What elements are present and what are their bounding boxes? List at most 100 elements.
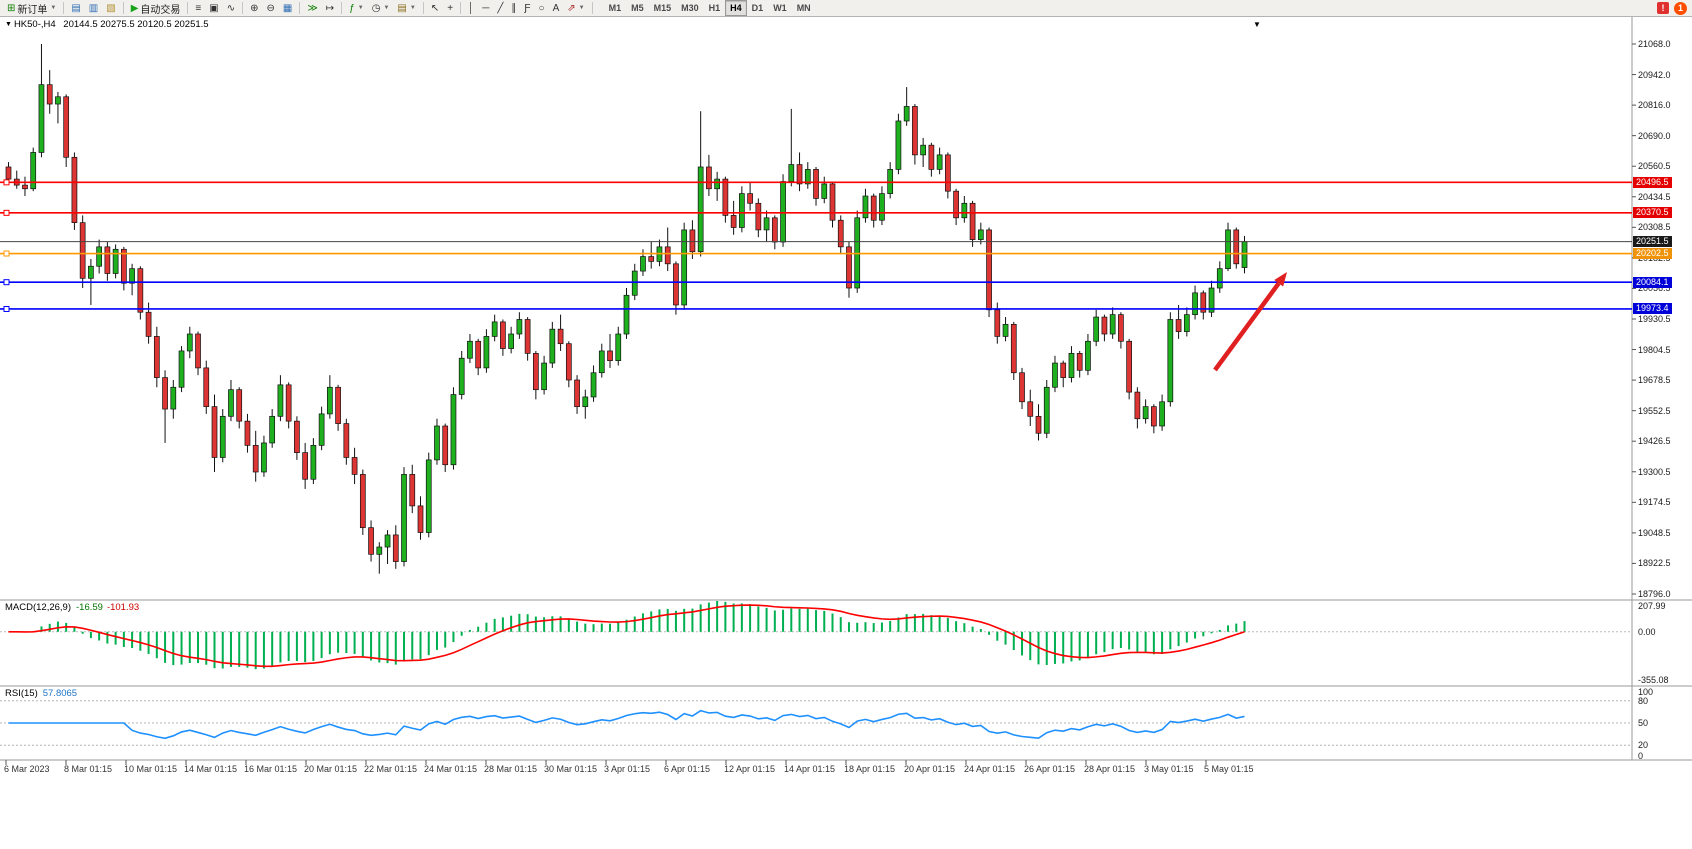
- chart-area[interactable]: ▼ HK50-,H4 20144.5 20275.5 20120.5 20251.…: [0, 17, 1692, 849]
- crosshair-button[interactable]: +: [443, 0, 457, 17]
- macd-signal-line: [8, 604, 1245, 668]
- bar-chart-icon: ≡: [195, 2, 202, 14]
- timeframe-w1[interactable]: W1: [773, 3, 787, 13]
- tile-windows-icon: ▦: [282, 2, 293, 14]
- price-tag: 20496.5: [1633, 176, 1672, 188]
- trend-arrow-head[interactable]: [1274, 272, 1287, 287]
- price-axis-label: 20942.0: [1638, 69, 1671, 80]
- time-axis-label: 24 Apr 01:15: [964, 764, 1016, 774]
- chevron-down-icon: ▼: [383, 5, 390, 11]
- bar-chart-button[interactable]: ≡: [191, 0, 205, 17]
- toolbar-separator: [242, 2, 244, 14]
- price-axis-label: 19552.5: [1638, 405, 1671, 416]
- tile-windows-button[interactable]: ▦: [279, 0, 296, 17]
- timeframe-m1[interactable]: M1: [608, 3, 622, 13]
- price-tag: 20202.5: [1633, 248, 1672, 260]
- fibonacci-button[interactable]: Ƒ: [520, 0, 534, 17]
- trend-arrow[interactable]: [1213, 281, 1281, 372]
- macd-label: MACD(12,26,9) -16.59 -101.93: [5, 603, 139, 613]
- rsi-label: RSI(15) 57.8065: [5, 689, 77, 699]
- periods-button[interactable]: ◷ ▼: [368, 0, 394, 17]
- resistance-line-2-handle[interactable]: [3, 209, 10, 216]
- vertical-line-button[interactable]: │: [464, 0, 478, 17]
- time-axis-label: 18 Apr 01:15: [844, 764, 896, 774]
- toolbar-separator: [63, 2, 65, 14]
- support-line-2-handle[interactable]: [3, 305, 10, 312]
- macd-signal-value: -101.93: [106, 602, 140, 613]
- clock-icon: ◷: [371, 2, 381, 14]
- time-axis-label: 8 Mar 01:15: [64, 764, 113, 774]
- resistance-line-1-handle[interactable]: [3, 179, 10, 186]
- trendline-button[interactable]: ╱: [493, 0, 507, 17]
- timeframe-m5[interactable]: M5: [631, 3, 644, 13]
- zoom-in-button[interactable]: ⊕: [246, 0, 262, 17]
- price-axis-label: 19804.5: [1638, 344, 1671, 355]
- data-window-button[interactable]: ▥: [85, 0, 102, 17]
- macd-axis-label: -355.08: [1638, 675, 1669, 685]
- notification-icon[interactable]: !: [1657, 2, 1669, 14]
- cursor-button[interactable]: ↖: [427, 0, 443, 17]
- timeframe-h1[interactable]: H1: [708, 3, 721, 13]
- macd-value: -16.59: [76, 602, 103, 613]
- time-axis-label: 6 Apr 01:15: [664, 764, 711, 774]
- price-axis-label: 19930.5: [1638, 313, 1671, 324]
- ohlc-values: 20144.5 20275.5 20120.5 20251.5: [63, 19, 209, 30]
- templates-icon: ▤: [397, 2, 407, 14]
- timeframe-h4[interactable]: H4: [725, 0, 747, 16]
- horizontal-line-icon: ─: [482, 2, 490, 14]
- navigator-button[interactable]: ▧: [102, 0, 119, 17]
- price-axis-label: 20560.5: [1638, 161, 1671, 172]
- text-button[interactable]: A: [549, 0, 564, 17]
- auto-scroll-button[interactable]: ≫: [303, 0, 321, 17]
- cursor-icon: ↖: [430, 2, 440, 14]
- candlestick-series: [5, 44, 1248, 574]
- symbol-label: ▼ HK50-,H4 20144.5 20275.5 20120.5 20251.…: [5, 20, 209, 30]
- toolbar-separator: [299, 2, 301, 14]
- indicators-button[interactable]: ƒ ▼: [345, 0, 368, 17]
- line-chart-button[interactable]: ∿: [223, 0, 239, 17]
- time-axis-label: 24 Mar 01:15: [424, 764, 478, 774]
- templates-button[interactable]: ▤ ▼: [393, 0, 419, 17]
- timeframe-mn[interactable]: MN: [796, 3, 811, 13]
- chart-canvas[interactable]: [0, 17, 1692, 849]
- time-axis-label: 14 Mar 01:15: [184, 764, 238, 774]
- price-axis-label: 19426.5: [1638, 436, 1671, 447]
- chevron-down-icon: ▼: [50, 5, 57, 11]
- toolbar-separator: [341, 2, 343, 14]
- price-tag: 20370.5: [1633, 207, 1672, 219]
- rsi-axis-label: 0: [1638, 751, 1644, 761]
- timeframe-d1[interactable]: D1: [751, 3, 764, 13]
- rsi-title: RSI(15): [5, 688, 38, 699]
- rsi-axis-label: 80: [1638, 695, 1649, 706]
- alert-badge[interactable]: 1: [1674, 1, 1687, 15]
- candlestick-chart-button[interactable]: ▣: [205, 0, 222, 17]
- toolbar-right: ! 1: [1657, 1, 1689, 15]
- support-line-1-handle[interactable]: [3, 279, 10, 286]
- price-tag: 20084.1: [1633, 276, 1672, 288]
- toolbar-separator: [422, 2, 424, 14]
- fibonacci-icon: Ƒ: [524, 2, 531, 14]
- timeframe-m30[interactable]: M30: [681, 3, 699, 13]
- current-price-tag: 20251.5: [1633, 236, 1672, 248]
- timeframe-m15[interactable]: M15: [653, 3, 672, 13]
- quick-trade-arrow-icon[interactable]: ▼: [1253, 20, 1261, 29]
- ellipse-button[interactable]: ○: [535, 0, 549, 17]
- chart-shift-button[interactable]: ↦: [322, 0, 338, 17]
- time-axis-label: 14 Apr 01:15: [784, 764, 836, 774]
- chart-shift-icon: ↦: [325, 2, 335, 14]
- macd-axis-label: 0.00: [1638, 626, 1656, 637]
- chevron-down-icon: ▼: [409, 5, 416, 11]
- pivot-line-handle[interactable]: [3, 250, 10, 257]
- collapse-arrow-icon[interactable]: ▼: [5, 21, 12, 28]
- new-order-button[interactable]: ⊞ 新订单 ▼: [3, 0, 60, 17]
- channel-button[interactable]: ∥: [507, 0, 520, 17]
- auto-trading-button[interactable]: ▶ 自动交易: [127, 0, 185, 17]
- price-axis-label: 20308.5: [1638, 222, 1671, 233]
- horizontal-line-button[interactable]: ─: [478, 0, 493, 17]
- market-watch-button[interactable]: ▤: [67, 0, 84, 17]
- arrows-button[interactable]: ⇗ ▼: [563, 0, 588, 17]
- toolbar-separator: [460, 2, 462, 14]
- macd-title: MACD(12,26,9): [5, 602, 71, 613]
- auto-scroll-icon: ≫: [307, 2, 318, 14]
- zoom-out-button[interactable]: ⊖: [262, 0, 278, 17]
